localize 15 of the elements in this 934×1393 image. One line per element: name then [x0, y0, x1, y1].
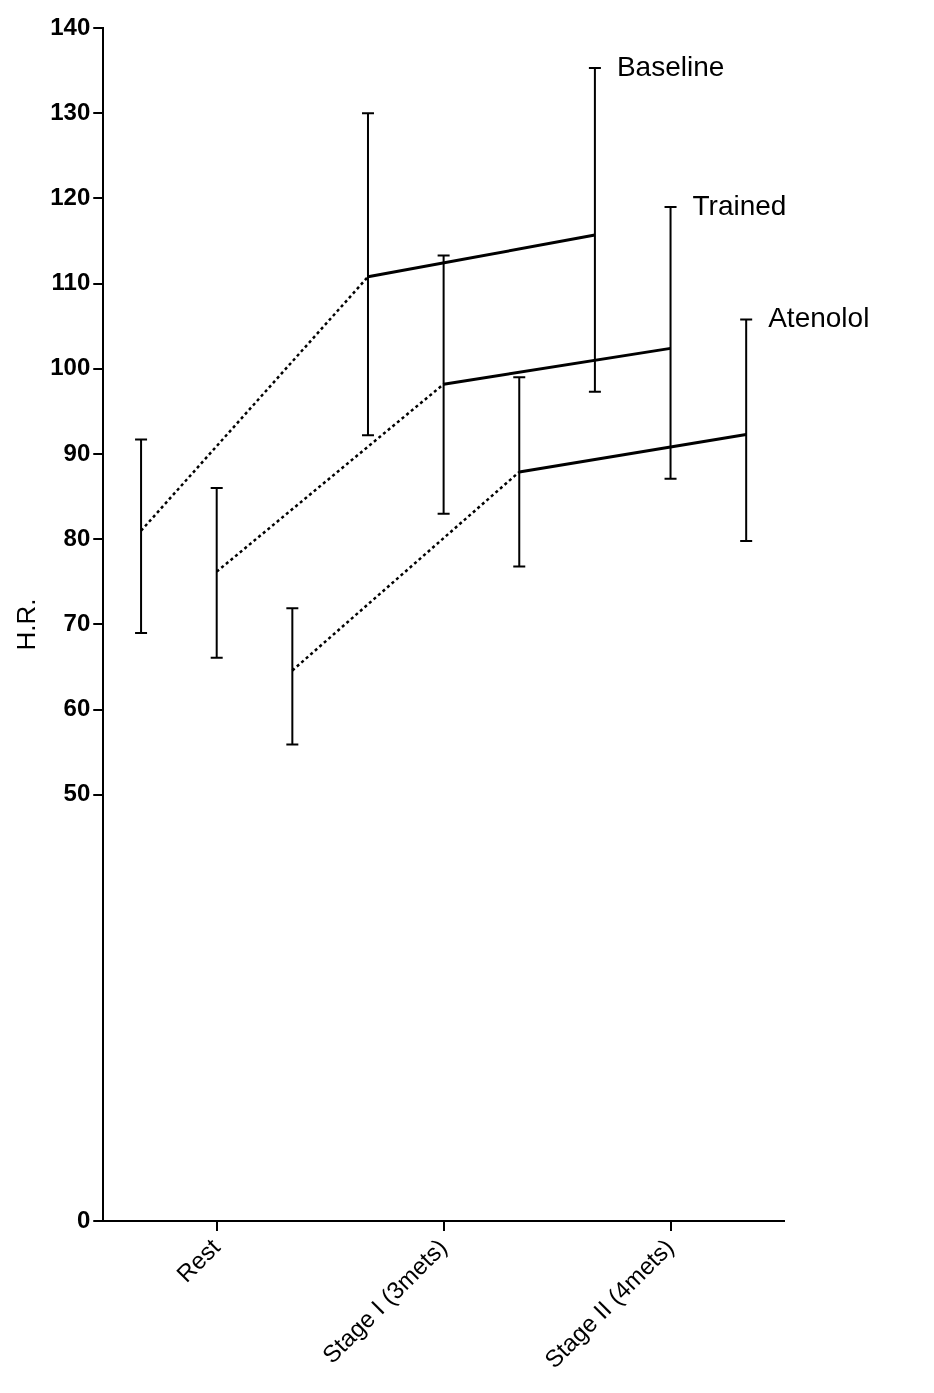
text: Baseline	[616, 50, 725, 82]
text: Trained	[692, 189, 787, 221]
text: Atenolol	[768, 302, 870, 334]
y-tick-label: 90	[63, 438, 91, 466]
y-tick-label: 140	[50, 12, 91, 40]
y-tick-label: 120	[50, 183, 91, 211]
y-tick-label: 80	[63, 523, 91, 551]
y-tick-label: 70	[63, 609, 91, 637]
y-axis-title: H.R.	[10, 598, 41, 651]
y-tick-label: 110	[51, 268, 91, 296]
y-tick-label: 130	[50, 97, 91, 125]
y-tick-label: 60	[63, 694, 91, 722]
y-tick-label: 0	[76, 1205, 91, 1233]
y-tick-label: 100	[50, 353, 91, 381]
y-tick-label: 50	[63, 779, 91, 807]
